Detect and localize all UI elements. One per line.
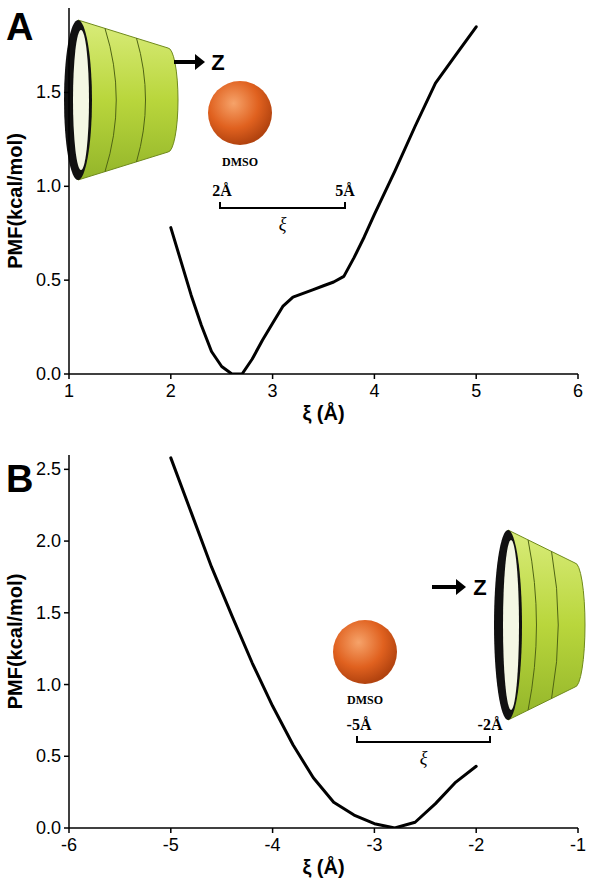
cyclodextrin-cavity (503, 540, 519, 710)
x-tick-label: 4 (369, 381, 379, 401)
cyclodextrin-rim (64, 20, 92, 180)
x-tick (272, 828, 274, 833)
x-tick-label: -1 (570, 835, 586, 855)
x-tick (272, 374, 274, 379)
z-arrow-head (195, 54, 205, 70)
y-tick (64, 612, 69, 614)
xi-bracket (220, 202, 345, 208)
z-arrow (432, 585, 460, 589)
y-tick (64, 827, 69, 829)
xi-start-label: 2Å (212, 182, 232, 199)
x-tick-label: -3 (366, 835, 382, 855)
y-tick (64, 186, 69, 188)
y-tick-label: 0.0 (36, 818, 61, 838)
y-tick-label: 2.0 (36, 531, 61, 551)
figure: Z DMSO 2Å 5Å ξ 1 2 3 4 5 6 0.0 0.5 1.0 1.5 ξ (Å) PMF(kca… (0, 0, 610, 886)
y-axis-title: PMF(kcal/mol) (4, 133, 26, 269)
x-tick (577, 828, 579, 833)
plot-area (171, 458, 476, 828)
y-tick-label: 1.0 (36, 176, 61, 196)
y-axis-title: PMF(kcal/mol) (4, 574, 26, 710)
dmso-ball (333, 620, 397, 684)
x-tick-label: 6 (573, 381, 583, 401)
y-tick-label: 1.5 (36, 82, 61, 102)
x-tick (475, 374, 477, 379)
cyclodextrin-cavity (73, 30, 89, 170)
xi-end-label: -2Å (478, 716, 503, 733)
x-axis-title: ξ (Å) (302, 855, 344, 878)
y-tick-label: 0.5 (36, 270, 61, 290)
pmf-line (171, 458, 476, 828)
y-tick (64, 540, 69, 542)
xi-symbol: ξ (420, 748, 428, 768)
xi-end-label: 5Å (335, 182, 355, 199)
y-tick (64, 279, 69, 281)
x-tick (170, 374, 172, 379)
molecule-label: DMSO (222, 155, 258, 169)
x-tick-label: -2 (468, 835, 484, 855)
y-axis (68, 8, 70, 374)
x-tick (374, 374, 376, 379)
panel-letter: B (6, 458, 33, 500)
axis-direction-label: Z (211, 50, 224, 75)
x-tick (374, 828, 376, 833)
plot-area (171, 27, 476, 374)
xi-symbol: ξ (279, 214, 287, 234)
cyclodextrin-ring-line (552, 551, 559, 698)
x-tick (475, 828, 477, 833)
y-tick (64, 92, 69, 94)
xi-start-label: -5Å (347, 716, 372, 733)
x-tick-label: -6 (61, 835, 77, 855)
x-tick-label: 1 (64, 381, 74, 401)
y-tick (64, 469, 69, 471)
x-tick (170, 828, 172, 833)
y-tick-label: 2.5 (36, 459, 61, 479)
x-tick-label: 5 (471, 381, 481, 401)
y-axis (68, 455, 70, 828)
y-tick-label: 1.0 (36, 675, 61, 695)
cyclodextrin-rim (494, 530, 522, 720)
cyclodextrin-ring-line (528, 540, 536, 710)
inset: Z DMSO -5Å -2Å ξ (333, 530, 585, 768)
panel-letter: A (6, 6, 33, 48)
y-tick-label: 0.0 (36, 364, 61, 384)
y-tick (64, 756, 69, 758)
inset: Z DMSO 2Å 5Å ξ (64, 20, 355, 234)
x-axis (69, 827, 578, 829)
y-tick-label: 0.5 (36, 746, 61, 766)
cyclodextrin-ring-line (105, 28, 116, 171)
y-tick (64, 373, 69, 375)
x-axis-title: ξ (Å) (302, 401, 344, 424)
z-arrow-head (456, 579, 466, 595)
x-tick-label: -5 (163, 835, 179, 855)
y-tick-label: 1.5 (36, 603, 61, 623)
axis-direction-label: Z (473, 575, 486, 600)
x-tick-label: -4 (265, 835, 281, 855)
panel: Z DMSO 2Å 5Å ξ 1 2 3 4 5 6 0.0 0.5 1.0 1.5 ξ (Å) PMF(kca… (4, 6, 583, 424)
xi-bracket (357, 736, 490, 742)
panel: Z DMSO -5Å -2Å ξ -6 -5 -4 -3 -2 -1 0.0 0.5 1.0 1.5 2.0 2… (4, 455, 586, 878)
y-tick (64, 684, 69, 686)
dmso-ball (208, 81, 272, 145)
x-axis (69, 373, 578, 375)
cyclodextrin-ring-line (137, 38, 146, 162)
molecule-label: DMSO (347, 693, 383, 707)
x-tick-label: 2 (166, 381, 176, 401)
cyclodextrin-body (78, 20, 178, 180)
pmf-line (171, 27, 476, 374)
x-tick-label: 3 (268, 381, 278, 401)
x-tick (577, 374, 579, 379)
